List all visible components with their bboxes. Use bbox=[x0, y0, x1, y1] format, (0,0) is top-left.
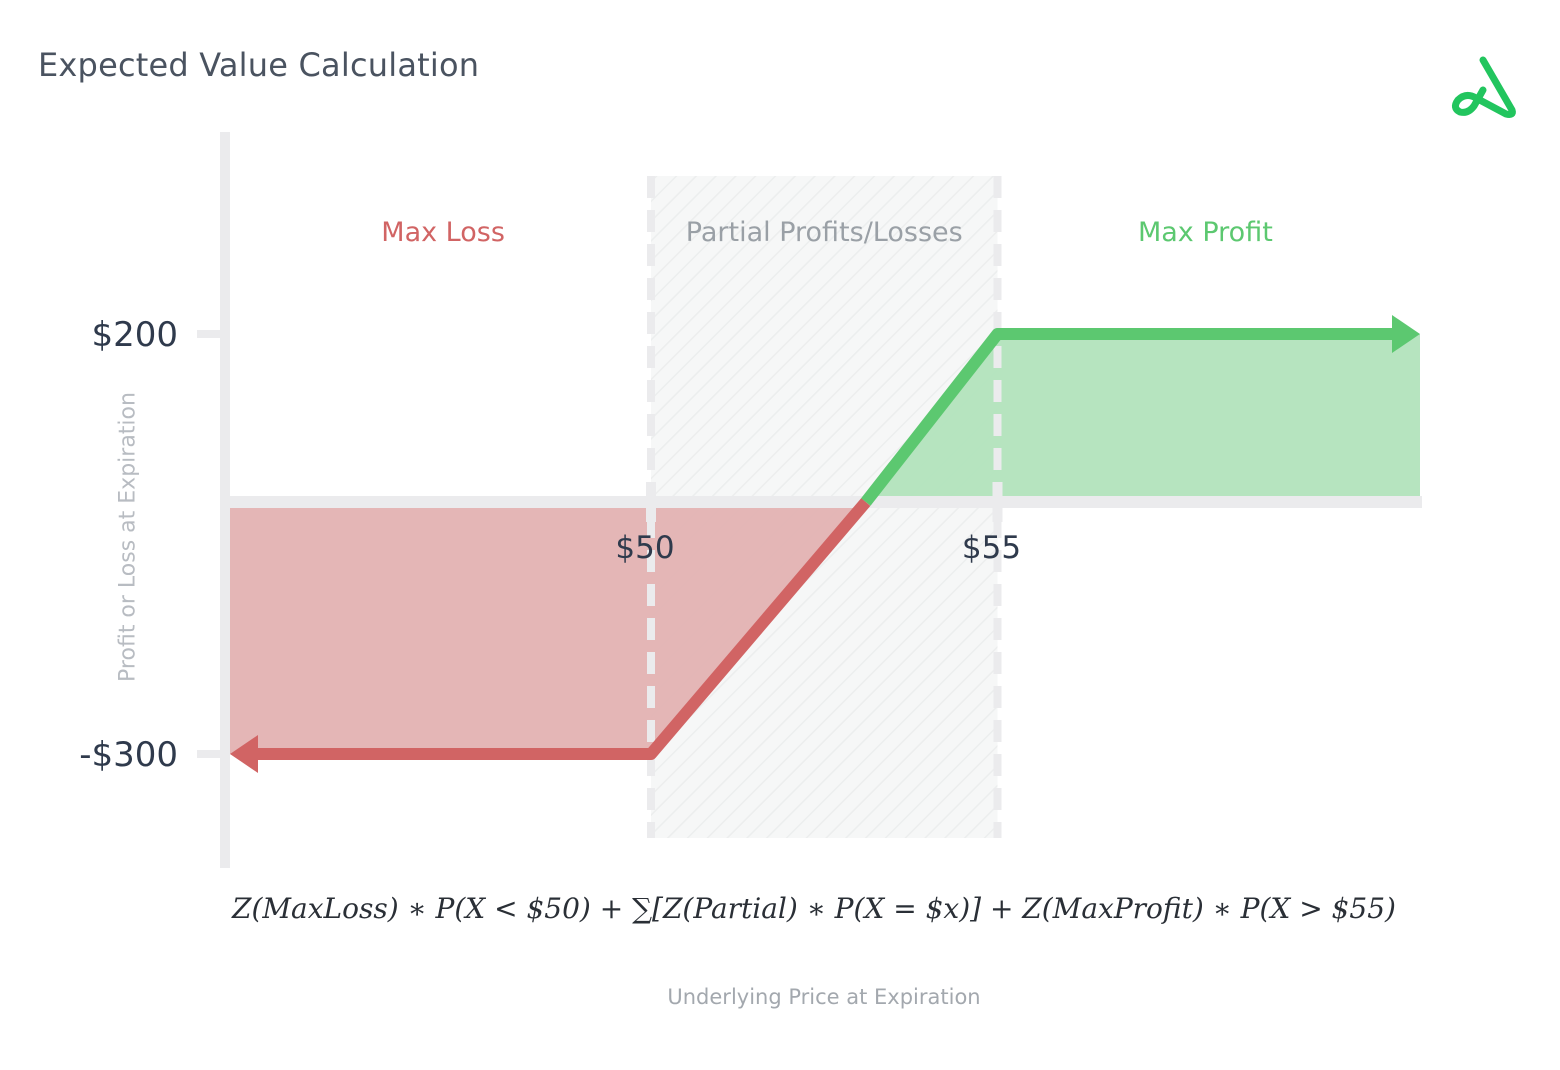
loss-arrowhead bbox=[230, 735, 258, 773]
region-label-0: Max Loss bbox=[381, 217, 505, 248]
x-tick-label-1: $55 bbox=[962, 530, 1021, 566]
region-label-2: Max Profit bbox=[1138, 217, 1273, 248]
triangle-loop-logo-icon bbox=[1451, 56, 1516, 118]
x-tick-label-0: $50 bbox=[615, 530, 674, 566]
region-label-1: Partial Profits/Losses bbox=[686, 217, 963, 248]
y-axis-label: Profit or Loss at Expiration bbox=[115, 392, 141, 682]
profit-arrowhead bbox=[1392, 315, 1420, 353]
x-axis-label: Underlying Price at Expiration bbox=[667, 985, 981, 1009]
y-tick-label-1: -$300 bbox=[79, 735, 178, 775]
y-tick-label-0: $200 bbox=[91, 315, 178, 355]
profit-payoff-line bbox=[861, 328, 1398, 506]
chart-title: Expected Value Calculation bbox=[38, 46, 480, 84]
profit-area bbox=[865, 334, 1420, 496]
loss-area bbox=[230, 508, 866, 754]
loss-payoff-line bbox=[252, 498, 871, 760]
expected-value-formula: Z(MaxLoss) ∗ P(X < $50) + ∑[Z(Partial) ∗… bbox=[232, 892, 1396, 925]
